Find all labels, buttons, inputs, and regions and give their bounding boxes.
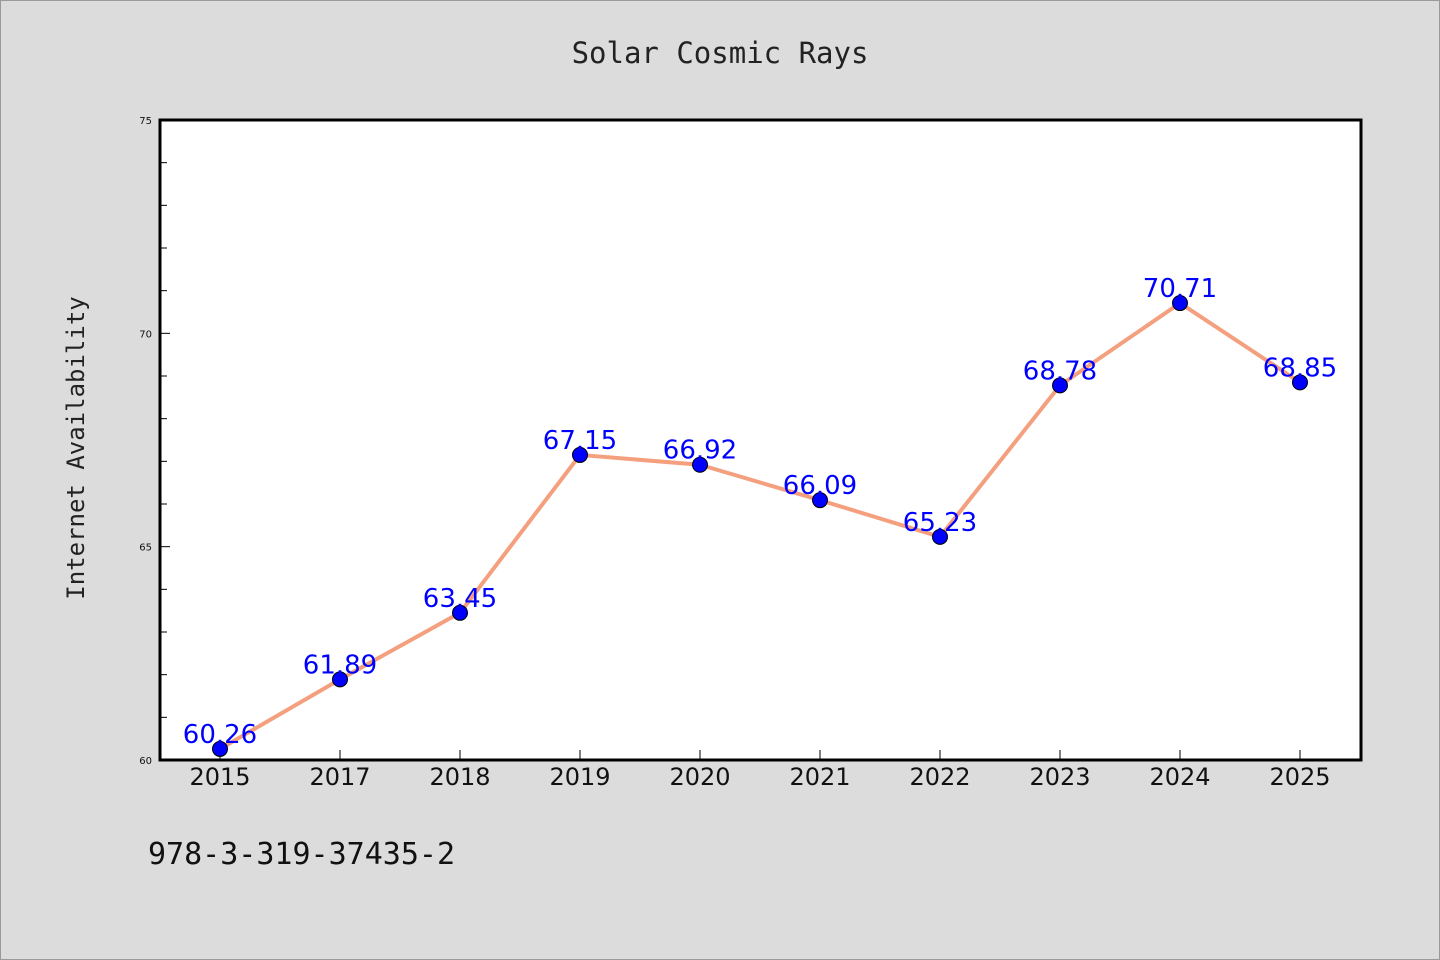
data-label: 65.23 (903, 508, 977, 538)
data-label: 68.85 (1263, 353, 1337, 383)
y-tick-label: 75 (139, 116, 152, 127)
x-tick-label: 2023 (1029, 763, 1090, 791)
plot-area (160, 120, 1361, 760)
x-tick-label: 2018 (429, 763, 490, 791)
y-tick-label: 65 (139, 543, 152, 554)
data-point (332, 671, 348, 688)
x-tick-label: 2017 (309, 763, 370, 791)
data-label: 63.45 (423, 584, 497, 614)
data-label: 66.92 (663, 436, 737, 466)
series-line-group (218, 301, 1302, 751)
data-point (932, 528, 948, 545)
x-tick-label: 2015 (189, 763, 250, 791)
data-point (1052, 377, 1068, 394)
x-tick-label: 2019 (549, 763, 610, 791)
data-point (692, 456, 708, 473)
data-labels-group: 60.26 61.89 63.45 67.15 66.92 66.09 65.23 68.78… (183, 274, 1337, 750)
data-point (1292, 374, 1308, 391)
x-tick-label: 2022 (909, 763, 970, 791)
x-tick-label: 2021 (789, 763, 850, 791)
plot-border (158, 118, 1363, 762)
data-label: 67.15 (543, 426, 617, 456)
x-axis: 2015 2017 2018 2019 2020 2021 2022 2023 2024 2025 (189, 750, 1331, 791)
data-label: 68.78 (1023, 356, 1097, 386)
data-point (452, 604, 468, 621)
data-label: 66.09 (783, 471, 857, 501)
data-point (572, 446, 588, 463)
y-tick-label: 60 (139, 756, 152, 767)
data-label: 70.71 (1143, 274, 1217, 304)
x-tick-label: 2020 (669, 763, 730, 791)
markers-group (212, 295, 1308, 757)
data-point (812, 492, 828, 509)
data-point (1172, 295, 1188, 312)
y-tick-label: 70 (139, 329, 152, 340)
x-tick-label: 2025 (1269, 763, 1330, 791)
footer-isbn: 978-3-319-37435-2 (148, 837, 455, 872)
series-line (218, 301, 1302, 751)
x-tick-label: 2024 (1149, 763, 1210, 791)
y-axis-label: Internet Availability (62, 296, 90, 599)
data-point (212, 740, 228, 757)
data-label: 60.26 (183, 720, 257, 750)
chart-title: Solar Cosmic Rays (572, 36, 869, 70)
data-label: 61.89 (303, 650, 377, 680)
